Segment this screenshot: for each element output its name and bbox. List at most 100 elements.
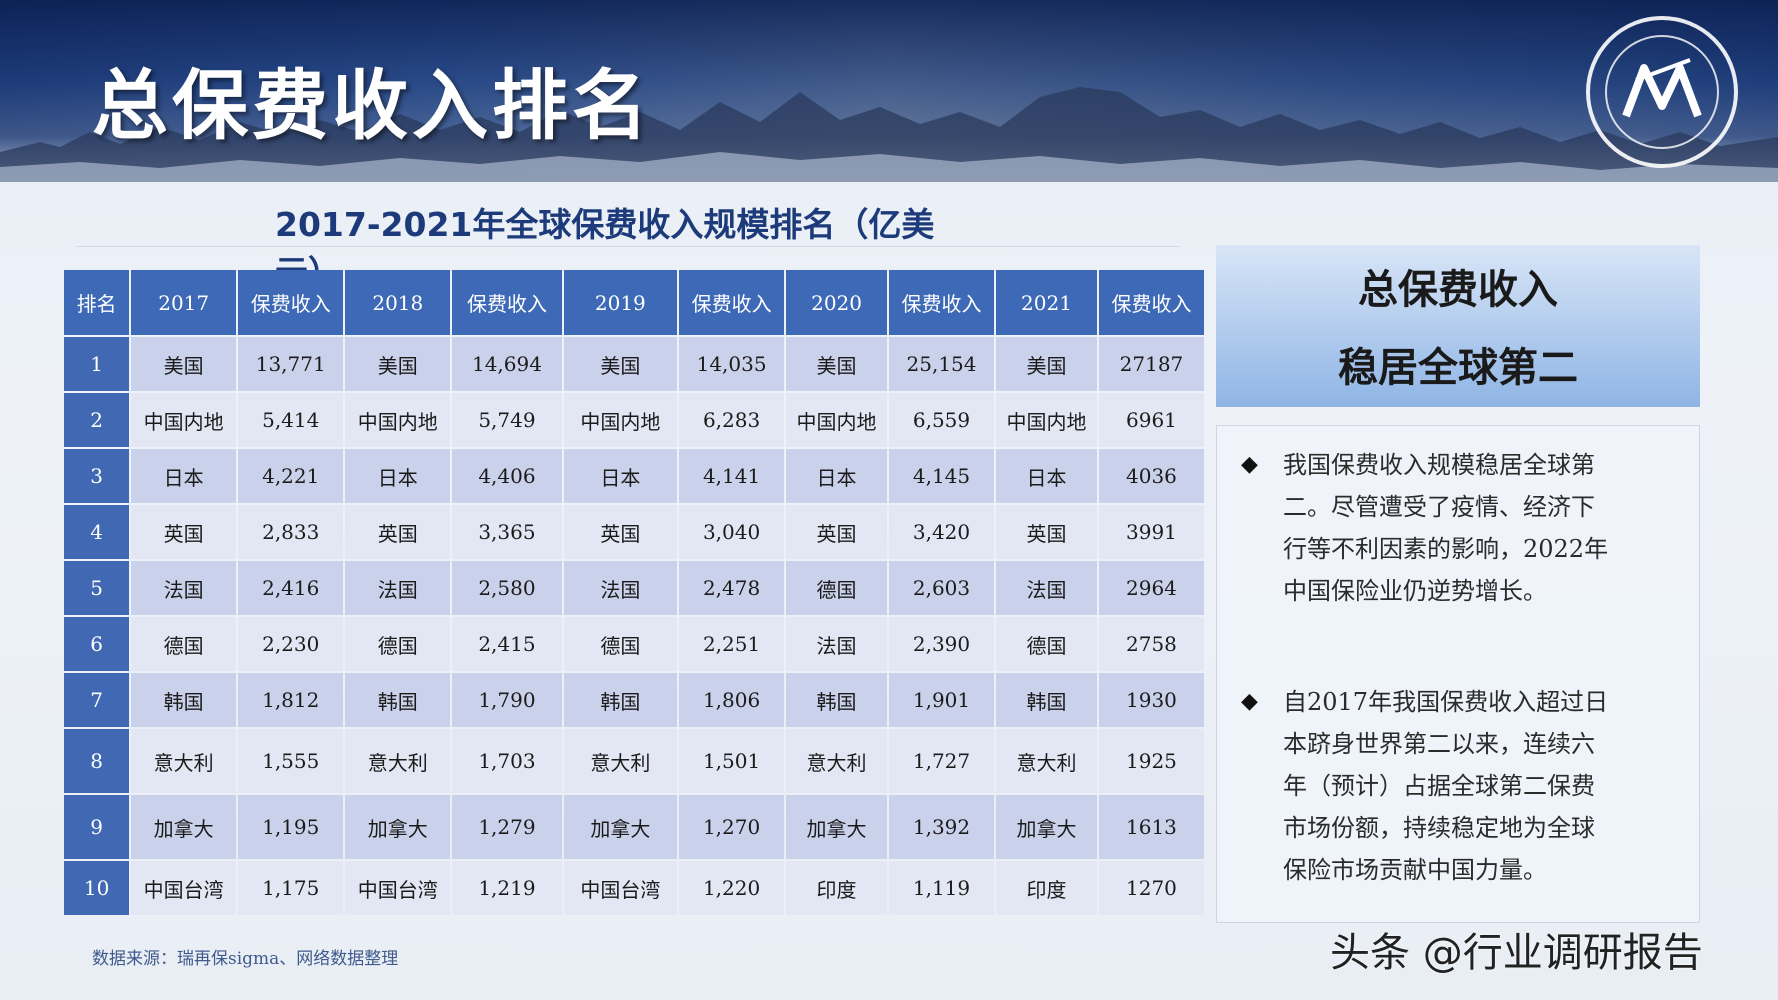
header-cell: 保费收入 — [679, 270, 785, 335]
country-cell: 日本 — [131, 449, 237, 503]
premium-cell: 6961 — [1098, 393, 1204, 447]
rank-cell: 8 — [64, 729, 130, 793]
bullet-line: 市场份额，持续稳定地为全球 — [1283, 814, 1595, 842]
premium-cell: 3,365 — [452, 505, 562, 559]
country-cell: 中国台湾 — [563, 861, 678, 915]
rank-cell: 2 — [64, 393, 130, 447]
rank-cell: 6 — [64, 617, 130, 671]
diamond-bullet-icon: ◆ — [1241, 689, 1258, 714]
country-cell: 加拿大 — [996, 795, 1097, 859]
table-header-row: 排名 2017 保费收入 2018 保费收入 2019 保费收入 2020 保费… — [64, 270, 1204, 335]
premium-cell: 4,406 — [452, 449, 562, 503]
table-title: 2017-2021年全球保费收入规模排名（亿美元） — [275, 205, 935, 292]
premium-cell: 2,478 — [679, 561, 785, 615]
summary-text-box: ◆ 我国保费收入规模稳居全球第 二。尽管遭受了疫情、经济下 行等不利因素的影响，… — [1216, 425, 1700, 923]
rank-cell: 9 — [64, 795, 130, 859]
country-cell: 印度 — [996, 861, 1097, 915]
premium-cell: 5,749 — [452, 393, 562, 447]
data-source-note: 数据来源：瑞再保sigma、网络数据整理 — [92, 949, 399, 969]
table-row: 6 德国 2,230 德国 2,415 德国 2,251 法国 2,390 德国 2758 — [64, 617, 1204, 671]
premium-cell: 3,040 — [679, 505, 785, 559]
country-cell: 加拿大 — [563, 795, 678, 859]
country-cell: 英国 — [563, 505, 678, 559]
premium-cell: 14,035 — [679, 337, 785, 391]
headline-box: 总保费收入 稳居全球第二 — [1216, 245, 1700, 407]
country-cell: 日本 — [786, 449, 887, 503]
table-row: 2 中国内地 5,414 中国内地 5,749 中国内地 6,283 中国内地 6,559 中国内… — [64, 393, 1204, 447]
country-cell: 法国 — [786, 617, 887, 671]
rank-cell: 4 — [64, 505, 130, 559]
table-row: 10 中国台湾 1,175 中国台湾 1,219 中国台湾 1,220 印度 1,119 印度 12… — [64, 861, 1204, 915]
premium-cell: 1,790 — [452, 673, 562, 727]
header-cell: 2017 — [131, 270, 237, 335]
premium-cell: 2964 — [1098, 561, 1204, 615]
header-cell: 保费收入 — [888, 270, 995, 335]
premium-cell: 1,392 — [888, 795, 995, 859]
country-cell: 法国 — [563, 561, 678, 615]
premium-cell: 6,559 — [888, 393, 995, 447]
rank-cell: 10 — [64, 861, 130, 915]
header-cell: 保费收入 — [1098, 270, 1204, 335]
header-cell: 保费收入 — [452, 270, 562, 335]
table-row: 5 法国 2,416 法国 2,580 法国 2,478 德国 2,603 法国 2964 — [64, 561, 1204, 615]
table-title-divider — [76, 246, 1180, 251]
research-center-logo — [1586, 16, 1738, 168]
premium-cell: 1925 — [1098, 729, 1204, 793]
country-cell: 韩国 — [345, 673, 451, 727]
headline-line-2: 稳居全球第二 — [1338, 345, 1578, 391]
premium-cell: 2,833 — [238, 505, 344, 559]
country-cell: 加拿大 — [345, 795, 451, 859]
page-title: 总保费收入排名 — [92, 61, 652, 150]
premium-cell: 1,195 — [238, 795, 344, 859]
premium-cell: 1,219 — [452, 861, 562, 915]
country-cell: 德国 — [131, 617, 237, 671]
premium-cell: 3991 — [1098, 505, 1204, 559]
country-cell: 美国 — [786, 337, 887, 391]
country-cell: 美国 — [345, 337, 451, 391]
rank-cell: 7 — [64, 673, 130, 727]
country-cell: 印度 — [786, 861, 887, 915]
city-skyline-image — [0, 87, 1778, 182]
header-cell: 2018 — [345, 270, 451, 335]
header-cell: 2021 — [996, 270, 1097, 335]
bullet-line: 自2017年我国保费收入超过日 — [1283, 688, 1609, 716]
country-cell: 意大利 — [996, 729, 1097, 793]
premium-cell: 4,145 — [888, 449, 995, 503]
country-cell: 意大利 — [563, 729, 678, 793]
premium-cell: 1,279 — [452, 795, 562, 859]
country-cell: 美国 — [996, 337, 1097, 391]
country-cell: 法国 — [131, 561, 237, 615]
country-cell: 德国 — [996, 617, 1097, 671]
country-cell: 日本 — [345, 449, 451, 503]
premium-cell: 13,771 — [238, 337, 344, 391]
bullet-line: 行等不利因素的影响，2022年 — [1283, 535, 1609, 563]
table-row: 7 韩国 1,812 韩国 1,790 韩国 1,806 韩国 1,901 韩国 1930 — [64, 673, 1204, 727]
premium-cell: 2,230 — [238, 617, 344, 671]
premium-cell: 2,390 — [888, 617, 995, 671]
rank-cell: 1 — [64, 337, 130, 391]
country-cell: 中国内地 — [131, 393, 237, 447]
premium-cell: 1270 — [1098, 861, 1204, 915]
country-cell: 英国 — [786, 505, 887, 559]
header-cell: 2019 — [563, 270, 678, 335]
diamond-bullet-icon: ◆ — [1241, 452, 1258, 477]
rank-cell: 5 — [64, 561, 130, 615]
premium-cell: 5,414 — [238, 393, 344, 447]
country-cell: 韩国 — [786, 673, 887, 727]
premium-cell: 1,270 — [679, 795, 785, 859]
premium-cell: 1,727 — [888, 729, 995, 793]
country-cell: 中国内地 — [996, 393, 1097, 447]
country-cell: 中国台湾 — [131, 861, 237, 915]
country-cell: 美国 — [131, 337, 237, 391]
country-cell: 德国 — [786, 561, 887, 615]
country-cell: 德国 — [345, 617, 451, 671]
country-cell: 德国 — [563, 617, 678, 671]
header-banner: 总保费收入排名 — [0, 0, 1778, 182]
country-cell: 英国 — [996, 505, 1097, 559]
table-row: 9 加拿大 1,195 加拿大 1,279 加拿大 1,270 加拿大 1,392 加拿大 1613 — [64, 795, 1204, 859]
country-cell: 加拿大 — [786, 795, 887, 859]
watermark-text: 头条 @行业调研报告 — [1330, 930, 1703, 976]
premium-cell: 4,221 — [238, 449, 344, 503]
premium-cell: 6,283 — [679, 393, 785, 447]
country-cell: 中国台湾 — [345, 861, 451, 915]
